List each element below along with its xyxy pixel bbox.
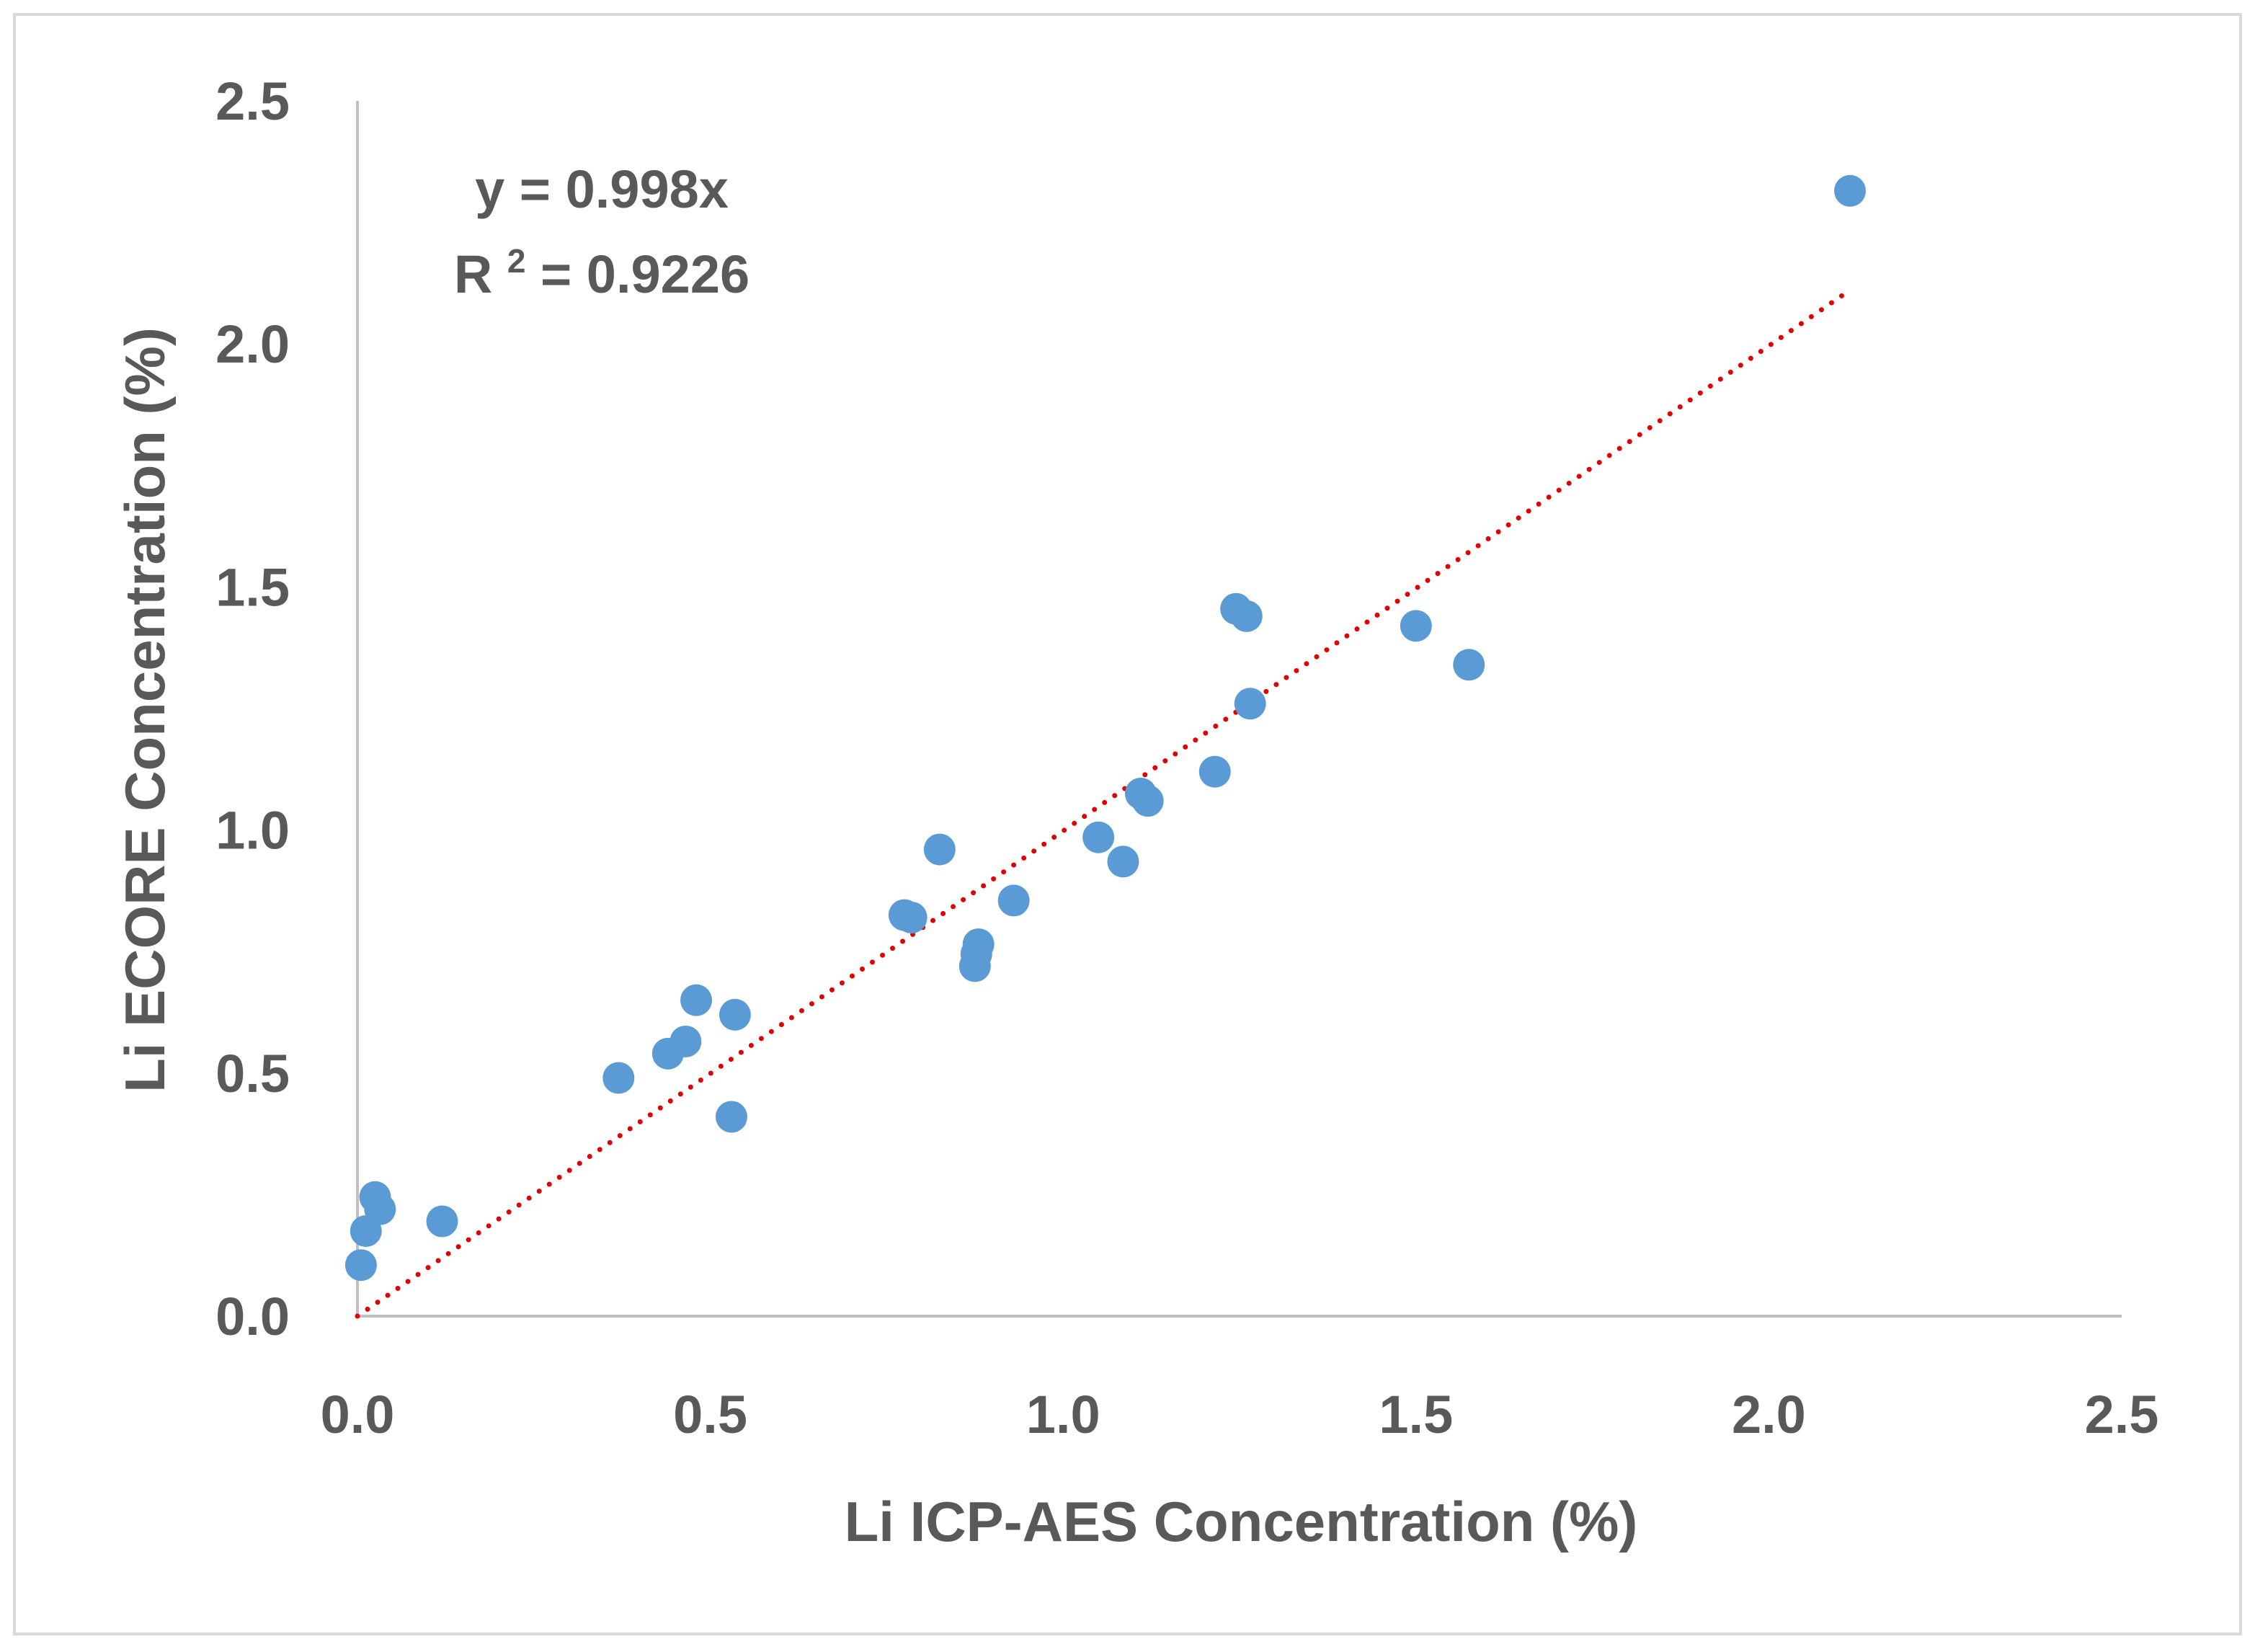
r-squared-label: R 2 = 0.9226 [454,224,750,304]
axes [356,101,2122,1318]
data-point [1131,785,1164,817]
tick-labels: 0.0 0.5 1.0 1.5 2.0 2.5 0.0 0.5 1.0 1.5 2.0 2.5 [215,71,2158,1444]
r-squared-superscript: 2 [507,242,526,280]
y-tick-label: 1.0 [215,801,290,861]
trendline [355,287,1853,1319]
y-tick-label: 0.0 [215,1287,290,1346]
data-point [997,884,1030,917]
data-point [670,1025,702,1057]
data-points [344,174,1867,1282]
data-point [1453,649,1485,681]
x-tick-label: 1.5 [1379,1385,1453,1444]
y-axis-title: Li ECORE Concentration (%) [113,327,177,1093]
chart-border [13,13,2242,1635]
trendline-equation: y = 0.998x [475,159,729,219]
data-point [962,928,995,961]
x-axis-title: Li ICP-AES Concentration (%) [845,1490,1638,1553]
r-squared-r: R [454,244,492,304]
data-point [1234,688,1266,720]
trendline-path [355,287,1853,1319]
data-point [426,1205,458,1238]
y-tick-label: 2.5 [215,71,290,131]
data-point [602,1062,635,1094]
data-point [1082,821,1115,853]
x-tick-label: 0.5 [673,1385,747,1444]
data-point [344,1249,377,1282]
data-point [364,1193,396,1225]
data-point [680,984,713,1016]
data-point [1400,610,1432,642]
x-tick-label: 0.0 [321,1385,395,1444]
data-point [1107,845,1139,878]
data-point [1198,755,1231,788]
data-point [1230,600,1263,632]
x-tick-label: 1.0 [1026,1385,1100,1444]
y-tick-label: 0.5 [215,1044,290,1103]
y-tick-label: 1.5 [215,557,290,617]
x-tick-label: 2.5 [2085,1385,2159,1444]
y-tick-label: 2.0 [215,314,290,374]
data-point [715,1101,747,1133]
x-tick-label: 2.0 [1732,1385,1806,1444]
data-point [1834,174,1867,207]
data-point [719,998,751,1031]
data-point [895,901,928,933]
data-point [923,833,956,866]
r-squared-value: = 0.9226 [541,244,750,304]
